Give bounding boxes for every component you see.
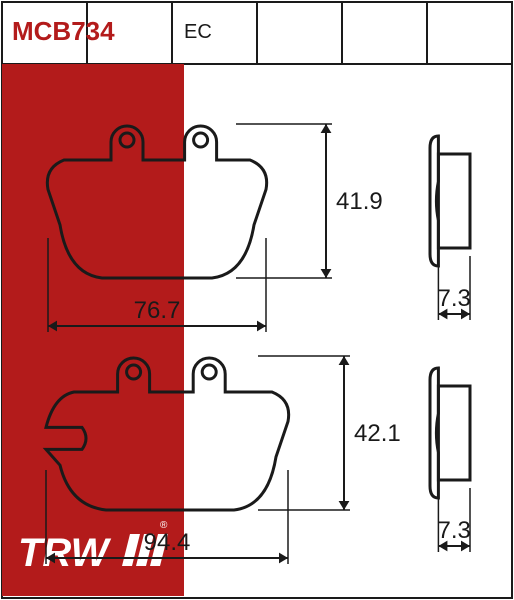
arrow-head xyxy=(339,501,350,510)
dimension-vertical: 42.1 xyxy=(339,356,401,510)
brand-text: TRW xyxy=(18,531,112,575)
side-friction-layer xyxy=(438,154,470,248)
arrow-head xyxy=(257,321,266,332)
part-number: MCB734 xyxy=(12,16,115,46)
diagram-svg: MCB734ECTRW®76.741.97.394.442.17.3 xyxy=(0,0,514,600)
dimension-vertical: 41.9 xyxy=(321,124,383,278)
arrow-head xyxy=(321,124,332,133)
mounting-hole xyxy=(194,133,208,147)
dimension-horizontal: 7.3 xyxy=(438,285,471,319)
dimension-horizontal: 7.3 xyxy=(438,517,471,551)
spec-code: EC xyxy=(184,21,212,43)
mounting-hole xyxy=(202,365,216,379)
dimension-label: 41.9 xyxy=(336,188,383,215)
diagram-root: MCB734ECTRW®76.741.97.394.442.17.3 xyxy=(0,0,514,600)
arrow-head xyxy=(279,553,288,564)
dimension-label: 76.7 xyxy=(134,297,181,324)
arrow-head xyxy=(339,356,350,365)
dimension-label: 7.3 xyxy=(438,285,471,312)
dimension-label: 42.1 xyxy=(354,420,401,447)
pad-1-side-group: 7.3 xyxy=(430,136,471,320)
pad-2-side-group: 7.3 xyxy=(430,368,471,552)
dimension-label: 7.3 xyxy=(438,517,471,544)
side-friction-layer xyxy=(438,386,470,480)
brand-panel xyxy=(2,64,184,596)
dimension-label: 94.4 xyxy=(144,529,191,556)
arrow-head xyxy=(321,269,332,278)
